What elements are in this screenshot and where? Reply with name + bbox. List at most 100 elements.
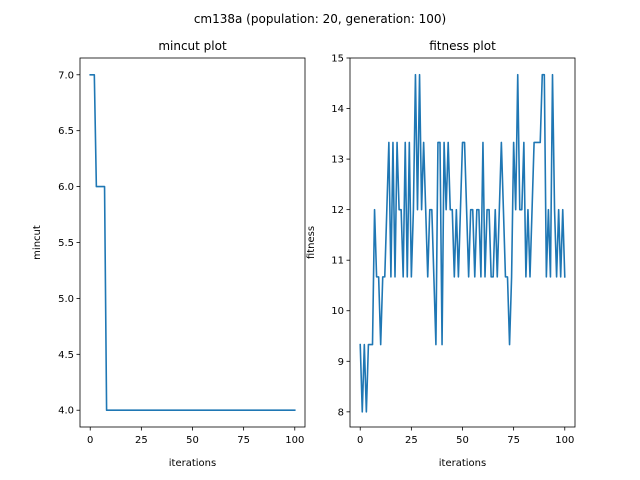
fitness-data-point: [498, 209, 500, 211]
fitness-data-point: [488, 209, 490, 211]
fitness-y-tick-label: 11: [331, 256, 344, 267]
fitness-data-point: [507, 276, 509, 278]
fitness-y-tick-label: 12: [331, 205, 344, 216]
mincut-data-point: [259, 409, 261, 411]
mincut-data-point: [278, 409, 280, 411]
mincut-data-point: [106, 409, 108, 411]
fitness-data-point: [419, 74, 421, 76]
fitness-data-point: [406, 276, 408, 278]
mincut-data-point: [116, 409, 118, 411]
mincut-data-point: [196, 409, 198, 411]
mincut-series-line: [89, 73, 296, 412]
fitness-data-point: [560, 276, 562, 278]
mincut-data-point: [271, 409, 273, 411]
mincut-data-point: [93, 74, 95, 76]
mincut-data-point: [177, 409, 179, 411]
mincut-data-point: [257, 409, 259, 411]
fitness-data-point: [521, 209, 523, 211]
mincut-data-point: [204, 409, 206, 411]
mincut-y-tick-label: 5.5: [58, 238, 74, 249]
fitness-data-point: [509, 344, 511, 346]
fitness-data-point: [378, 276, 380, 278]
fitness-x-tick-label: 100: [555, 435, 574, 446]
fitness-data-point: [505, 276, 507, 278]
mincut-data-point: [194, 409, 196, 411]
mincut-plot: mincut plot 0 25 50 75 100 4.0 4.5 5.0 5.5 6.0 6.5 7…: [32, 39, 306, 469]
mincut-x-tick-label: 75: [237, 435, 250, 446]
fitness-data-point: [472, 209, 474, 211]
mincut-data-point: [255, 409, 257, 411]
fitness-data-point: [382, 276, 384, 278]
fitness-y-tick-label: 14: [331, 104, 344, 115]
mincut-data-point: [265, 409, 267, 411]
mincut-data-point: [169, 409, 171, 411]
fitness-data-point: [404, 142, 406, 144]
fitness-data-point: [363, 344, 365, 346]
mincut-data-point: [275, 409, 277, 411]
fitness-data-point: [359, 344, 361, 346]
mincut-data-point: [108, 409, 110, 411]
mincut-data-point: [284, 409, 286, 411]
fitness-series-line: [359, 73, 566, 413]
mincut-data-point: [261, 409, 263, 411]
fitness-data-point: [451, 209, 453, 211]
mincut-data-point: [224, 409, 226, 411]
fitness-data-point: [447, 142, 449, 144]
mincut-data-point: [157, 409, 159, 411]
mincut-data-point: [216, 409, 218, 411]
mincut-y-tick-label: 5.0: [58, 294, 74, 305]
fitness-data-point: [517, 74, 519, 76]
mincut-data-point: [100, 186, 102, 188]
fitness-data-point: [539, 142, 541, 144]
mincut-data-point: [128, 409, 130, 411]
mincut-data-point: [237, 409, 239, 411]
fitness-data-point: [523, 142, 525, 144]
fitness-data-point: [413, 209, 415, 211]
fitness-x-tick-label: 25: [405, 435, 418, 446]
mincut-y-tick-label: 6.0: [58, 182, 74, 193]
fitness-data-point: [453, 276, 455, 278]
fitness-data-point: [423, 142, 425, 144]
fitness-plot: fitness plot 0 25 50 75 100 8 9 10 11 12 13 14 15 iter…: [306, 39, 576, 469]
mincut-title: mincut plot: [158, 39, 227, 53]
mincut-data-point: [208, 409, 210, 411]
mincut-data-point: [89, 74, 91, 76]
fitness-data-point: [550, 276, 552, 278]
fitness-data-point: [376, 276, 378, 278]
fitness-data-point: [531, 209, 533, 211]
fitness-data-point: [484, 276, 486, 278]
fitness-data-point: [429, 209, 431, 211]
fitness-data-point: [564, 276, 566, 278]
mincut-data-point: [185, 409, 187, 411]
mincut-data-point: [163, 409, 165, 411]
mincut-data-point: [112, 409, 114, 411]
fitness-data-point: [543, 74, 545, 76]
fitness-data-point: [460, 209, 462, 211]
fitness-data-point: [408, 142, 410, 144]
fitness-data-point: [370, 344, 372, 346]
fitness-data-point: [480, 276, 482, 278]
fitness-x-tick-label: 0: [357, 435, 363, 446]
mincut-data-point: [222, 409, 224, 411]
mincut-data-point: [212, 409, 214, 411]
mincut-data-point: [165, 409, 167, 411]
mincut-data-point: [114, 409, 116, 411]
fitness-data-point: [462, 142, 464, 144]
mincut-data-point: [98, 186, 100, 188]
mincut-data-point: [198, 409, 200, 411]
fitness-data-point: [496, 276, 498, 278]
mincut-x-axis-label: iterations: [169, 458, 216, 469]
mincut-data-point: [294, 409, 296, 411]
fitness-data-point: [494, 209, 496, 211]
fitness-data-point: [365, 411, 367, 413]
fitness-data-point: [458, 276, 460, 278]
fitness-y-axis-label: fitness: [306, 226, 317, 259]
fitness-data-point: [529, 276, 531, 278]
mincut-data-point: [145, 409, 147, 411]
fitness-data-point: [437, 142, 439, 144]
mincut-y-tick-label: 4.0: [58, 406, 74, 417]
mincut-data-point: [134, 409, 136, 411]
fitness-data-point: [388, 142, 390, 144]
fitness-data-point: [527, 209, 529, 211]
